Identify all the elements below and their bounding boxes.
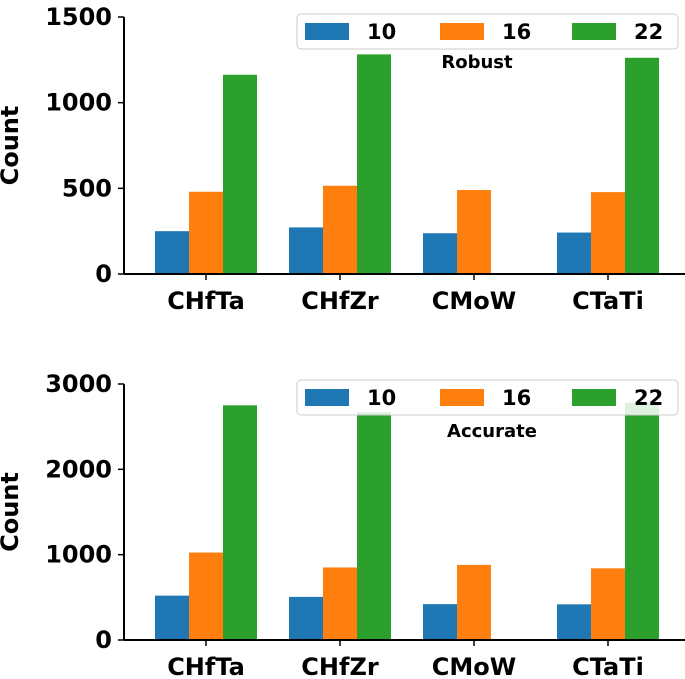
x-tick-label-chfta: CHfTa xyxy=(167,653,245,679)
legend-swatch-16 xyxy=(440,389,484,406)
legend-box xyxy=(296,379,679,416)
bar-chfta-series-10 xyxy=(155,595,189,640)
bar-chfta-series-16 xyxy=(189,552,223,640)
y-tick-label: 1000 xyxy=(45,541,112,569)
bar-chfta-series-16 xyxy=(189,191,223,274)
legend-label-16: 16 xyxy=(502,20,531,44)
x-tick-label-cmow: CMoW xyxy=(432,653,516,679)
bar-chfzr-series-16 xyxy=(323,567,357,640)
y-tick-label: 2000 xyxy=(45,455,112,483)
x-tick-label-chfzr: CHfZr xyxy=(301,287,379,315)
bar-cmow-series-16 xyxy=(457,564,491,640)
bar-ctati-series-10 xyxy=(557,232,591,274)
chart-panel-1: 0 500 1000 1500 CHfTa CHfZr CMoW CTaTi Count 10 16… xyxy=(0,3,685,315)
legend-swatch-10 xyxy=(305,23,349,40)
bar-ctati-series-10 xyxy=(557,604,591,640)
y-tick-label: 0 xyxy=(95,260,112,288)
bar-ctati-series-16 xyxy=(591,568,625,640)
bar-chfta-series-22 xyxy=(223,74,257,274)
bar-chfzr-series-22 xyxy=(357,54,391,275)
legend-label-22: 22 xyxy=(634,20,663,44)
x-tick-label-cmow: CMoW xyxy=(432,287,516,315)
bar-chfzr-series-10 xyxy=(289,596,323,640)
panel-annotation: Robust xyxy=(441,52,513,73)
bar-cmow-series-16 xyxy=(457,190,491,274)
x-tick-label-ctati: CTaTi xyxy=(572,653,644,679)
bar-chfzr-series-16 xyxy=(323,185,357,274)
x-tick-label-chfzr: CHfZr xyxy=(301,653,379,679)
legend-swatch-16 xyxy=(440,23,484,40)
legend: 10 16 22 xyxy=(296,379,679,416)
y-tick-label: 500 xyxy=(62,174,112,202)
bar-cmow-series-10 xyxy=(423,604,457,640)
y-axis-label: Count xyxy=(0,472,24,552)
bar-ctati-series-22 xyxy=(625,57,659,275)
bar-cmow-series-10 xyxy=(423,233,457,274)
legend-label-16: 16 xyxy=(502,386,531,410)
legend-swatch-22 xyxy=(572,389,616,406)
bar-chfta-series-10 xyxy=(155,231,189,274)
legend-box xyxy=(296,13,679,50)
bar-chfzr-series-10 xyxy=(289,227,323,274)
y-tick-label: 0 xyxy=(95,626,112,654)
panel-annotation: Accurate xyxy=(447,421,537,442)
legend-swatch-22 xyxy=(572,23,616,40)
bar-ctati-series-16 xyxy=(591,192,625,274)
y-tick-label: 1000 xyxy=(45,89,112,117)
x-tick-label-ctati: CTaTi xyxy=(572,287,644,315)
legend-swatch-10 xyxy=(305,389,349,406)
bar-chfzr-series-22 xyxy=(357,412,391,640)
legend: 10 16 22 xyxy=(296,13,679,50)
y-axis-label: Count xyxy=(0,106,24,186)
legend-label-10: 10 xyxy=(367,20,396,44)
y-tick-label: 1500 xyxy=(45,3,112,31)
x-tick-label-chfta: CHfTa xyxy=(167,287,245,315)
legend-label-10: 10 xyxy=(367,386,396,410)
legend-label-22: 22 xyxy=(634,386,663,410)
bar-ctati-series-22 xyxy=(625,402,659,640)
bar-chfta-series-22 xyxy=(223,405,257,640)
y-tick-label: 3000 xyxy=(45,370,112,398)
